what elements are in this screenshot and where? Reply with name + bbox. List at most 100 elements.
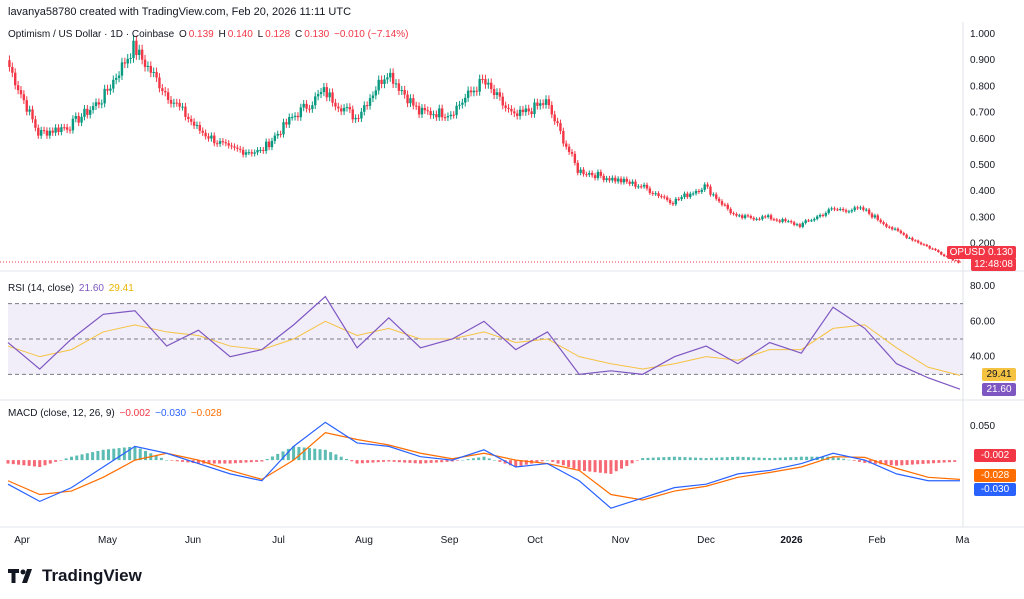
macd-signal-line <box>7 431 961 501</box>
candle-body <box>288 117 291 125</box>
macd-histogram-bar <box>725 457 729 461</box>
candle-body <box>109 88 112 91</box>
candle-body <box>738 215 741 217</box>
candle-body <box>882 222 885 225</box>
open-value: 0.139 <box>188 29 214 40</box>
macd-histogram-bar <box>487 458 491 461</box>
macd-histogram-bar <box>96 450 100 461</box>
high-label: H <box>218 29 226 40</box>
macd-histogram-bar <box>133 446 137 461</box>
macd-histogram-bar <box>239 460 243 463</box>
rsi-legend: RSI (14, close) 21.60 29.41 <box>8 283 136 294</box>
price-tick-label: 0.600 <box>970 134 995 145</box>
candle-body <box>859 207 862 209</box>
macd-histogram-bar <box>847 459 851 461</box>
candle-body <box>937 250 940 253</box>
candle-body <box>368 98 372 106</box>
candle-body <box>556 121 559 124</box>
candle-body <box>149 65 152 73</box>
candle-body <box>761 216 764 220</box>
candle-body <box>484 79 487 85</box>
candle-body <box>57 127 60 133</box>
macd-histogram-bar <box>567 460 571 467</box>
candle-body <box>844 210 848 212</box>
candle-body <box>839 209 842 211</box>
candle-body <box>879 219 882 223</box>
candle-body <box>103 88 106 104</box>
candle-body <box>712 194 715 196</box>
macd-histogram-bar <box>419 460 423 464</box>
candle-body <box>934 248 937 251</box>
candle-body <box>836 209 839 211</box>
candle-body <box>475 90 478 92</box>
candle-body <box>899 230 903 233</box>
candle-body <box>172 102 176 104</box>
candle-body <box>867 209 871 214</box>
time-axis: Apr May Jun Jul Aug Sep Oct Nov Dec 2026 Feb Ma <box>14 535 970 546</box>
candle-body <box>625 178 628 182</box>
macd-histogram-bar <box>355 460 359 464</box>
candle-body <box>689 193 692 197</box>
chart-credit: lavanya58780 created with TradingView.co… <box>8 6 352 18</box>
rsi-label[interactable]: RSI (14, close) <box>8 283 75 294</box>
candle-body <box>481 78 484 80</box>
candle-body <box>876 215 879 220</box>
brand-name[interactable]: TradingView <box>42 566 142 585</box>
candle-body <box>207 136 210 139</box>
macd-histogram-bar <box>387 460 391 462</box>
candle-body <box>700 189 704 192</box>
candle-body <box>322 87 326 93</box>
time-axis-label: Ma <box>956 535 970 546</box>
macd-histogram-bar <box>85 453 89 461</box>
candle-body <box>51 130 54 133</box>
macd-label[interactable]: MACD (close, 12, 26, 9) <box>8 408 115 419</box>
candle-body <box>354 117 357 120</box>
candle-body <box>931 248 934 250</box>
time-axis-label: May <box>98 535 117 546</box>
candle-body <box>550 105 553 115</box>
candle-body <box>152 72 155 74</box>
candle-body <box>758 218 761 220</box>
symbol-title[interactable]: Optimism / US Dollar · 1D · Coinbase <box>8 29 175 40</box>
macd-histogram-bar <box>598 460 602 473</box>
candle-body <box>807 220 810 222</box>
candle-body <box>158 77 161 89</box>
macd-histogram-bar <box>260 460 264 462</box>
candle-body <box>490 82 493 89</box>
candle-body <box>919 242 923 245</box>
candle-body <box>16 85 20 91</box>
macd-histogram-bar <box>842 458 846 461</box>
candle-body <box>143 59 147 67</box>
chart-canvas[interactable]: 1.000 0.900 0.800 0.700 0.600 0.500 0.400 0.300… <box>0 22 1024 552</box>
candle-body <box>340 108 343 112</box>
candle-body <box>487 82 490 85</box>
candle-body <box>775 219 779 221</box>
macd-histogram-bar <box>932 460 936 464</box>
candle-body <box>28 109 31 112</box>
candle-body <box>593 175 597 179</box>
macd-histogram-bar <box>477 457 481 461</box>
macd-histogram-bar <box>339 456 343 461</box>
candle-body <box>810 220 813 222</box>
open-label: O <box>178 29 187 40</box>
candle-body <box>97 102 101 105</box>
candle-body <box>86 108 89 115</box>
candle-body <box>654 193 657 195</box>
candle-body <box>455 105 458 116</box>
macd-histogram-bar <box>937 460 941 463</box>
macd-histogram-bar <box>80 454 84 461</box>
candle-body <box>112 79 115 89</box>
candle-body <box>648 188 652 193</box>
candle-body <box>264 141 268 151</box>
candle-body <box>198 124 202 131</box>
candle-body <box>360 111 363 119</box>
macd-histogram-bar <box>344 458 348 461</box>
macd-histogram-bar <box>498 460 502 462</box>
grid <box>0 22 1024 528</box>
candle-body <box>189 118 193 122</box>
macd-signal-tag: -0.028 <box>974 469 1016 482</box>
macd-histogram-bar <box>376 460 380 463</box>
macd-histogram-bar <box>323 449 327 461</box>
macd-histogram-bar <box>593 460 597 473</box>
macd-histogram-bar <box>154 455 158 461</box>
